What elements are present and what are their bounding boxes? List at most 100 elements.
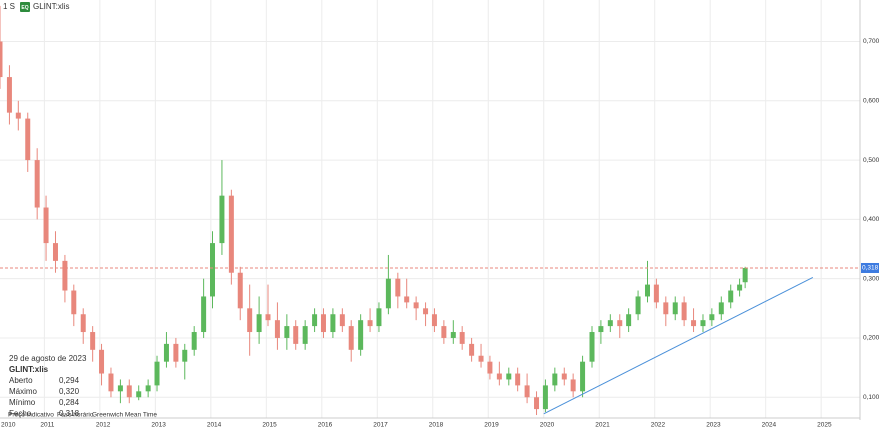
candle-body: [108, 373, 114, 392]
x-tick-label: 2011: [40, 422, 54, 429]
info-label: Mínimo: [9, 398, 36, 407]
candle-body: [228, 195, 234, 273]
plot-bg: [0, 0, 860, 418]
candle-body: [62, 260, 68, 291]
candle-body: [718, 302, 724, 315]
footer: Preço indicativo: [8, 412, 54, 419]
candle-body: [589, 332, 595, 362]
y-tick-label: 0,200: [863, 335, 880, 342]
badge-bg: [20, 2, 30, 12]
candle-body: [570, 379, 576, 392]
candle-body: [607, 320, 613, 327]
x-tick-label: 2018: [429, 422, 444, 429]
candle-body: [367, 320, 373, 327]
candle-body: [469, 343, 475, 356]
candle-body: [663, 302, 669, 315]
info-value: 0,284: [59, 398, 80, 407]
x-tick-label: 2025: [817, 422, 832, 429]
candle-body: [376, 308, 382, 327]
info-date: 29 de agosto de 2023: [9, 354, 87, 363]
last-price-box: [861, 262, 879, 273]
candle-body: [80, 314, 86, 333]
candle-body: [450, 332, 456, 338]
candle-body: [431, 314, 437, 327]
candle-body: [191, 332, 197, 350]
candle-body: [6, 77, 12, 113]
symbol[interactable]: GLINT:xlis: [33, 2, 69, 11]
x-tick-label: 2019: [484, 422, 499, 429]
candle-body: [90, 332, 96, 350]
candle-body: [635, 296, 641, 315]
candle-body: [34, 160, 40, 208]
candle-body: [700, 320, 706, 327]
candle-body: [459, 332, 465, 344]
candle-body: [617, 320, 623, 327]
candle-body: [0, 41, 3, 78]
candle-body: [274, 320, 280, 338]
candle-body: [672, 302, 678, 315]
y-tick-label: 0,700: [863, 38, 880, 45]
candle-body: [265, 314, 271, 321]
y-tick-label: 0,100: [863, 394, 880, 401]
y-tick-label: 0,500: [863, 157, 880, 164]
candle-body: [385, 278, 391, 309]
candle-body: [644, 284, 650, 297]
candle-body: [339, 314, 345, 327]
candle-body: [320, 314, 326, 333]
candle-body: [691, 320, 697, 327]
candle-body: [312, 314, 318, 327]
interval[interactable]: 1 S: [3, 2, 15, 11]
candle-body: [542, 385, 548, 410]
y-tick-label: 0,300: [863, 275, 880, 282]
candle-body: [284, 326, 290, 338]
x-tick-label: 2021: [595, 422, 610, 429]
x-tick-label: 2010: [1, 422, 16, 429]
candle-body: [404, 296, 410, 303]
x-tick-label: 2013: [151, 422, 166, 429]
y-tick-label: 0,600: [863, 98, 880, 105]
candle-body: [742, 267, 748, 283]
candle-body: [43, 207, 49, 244]
x-tick-label: 2014: [207, 422, 222, 429]
candle-body: [441, 326, 447, 338]
candle-body: [163, 343, 169, 362]
candle-body: [154, 361, 160, 386]
candle-body: [201, 296, 207, 333]
candle-body: [71, 290, 77, 315]
candle-body: [210, 243, 216, 297]
candle-body: [302, 326, 308, 344]
candle-body: [182, 349, 188, 362]
candle-body: [15, 112, 21, 119]
info-symbol: GLINT:xlis: [9, 365, 49, 374]
candle-body: [395, 278, 401, 297]
candle-body: [580, 361, 586, 392]
x-tick-label: 2017: [373, 422, 388, 429]
candle-body: [413, 302, 419, 309]
candle-body: [145, 385, 151, 392]
x-tick-label: 2022: [651, 422, 666, 429]
candle-body: [136, 391, 142, 398]
y-tick-label: 0,400: [863, 216, 880, 223]
candle-body: [219, 195, 225, 244]
candle-body: [598, 326, 604, 333]
info-value: 0,318: [59, 409, 80, 418]
info-panel: 29 de agosto de 2023 GLINT:xlis Aberto 0,…: [9, 354, 87, 418]
candle-body: [478, 355, 484, 362]
candle-body: [515, 373, 521, 386]
info-value: 0,320: [59, 387, 80, 396]
trendline: [543, 277, 814, 415]
candle-body: [330, 314, 336, 333]
candle-body: [552, 373, 558, 386]
info-label: Aberto: [9, 376, 33, 385]
candle-body: [348, 326, 354, 350]
candle-body: [293, 326, 299, 344]
last-price-label: 0,318: [862, 265, 879, 272]
candle-body: [561, 373, 567, 380]
candle-body: [626, 314, 632, 327]
candle-body: [237, 272, 243, 309]
candle-body: [653, 284, 659, 303]
candle-body: [52, 243, 58, 261]
candle-body: [117, 385, 123, 392]
